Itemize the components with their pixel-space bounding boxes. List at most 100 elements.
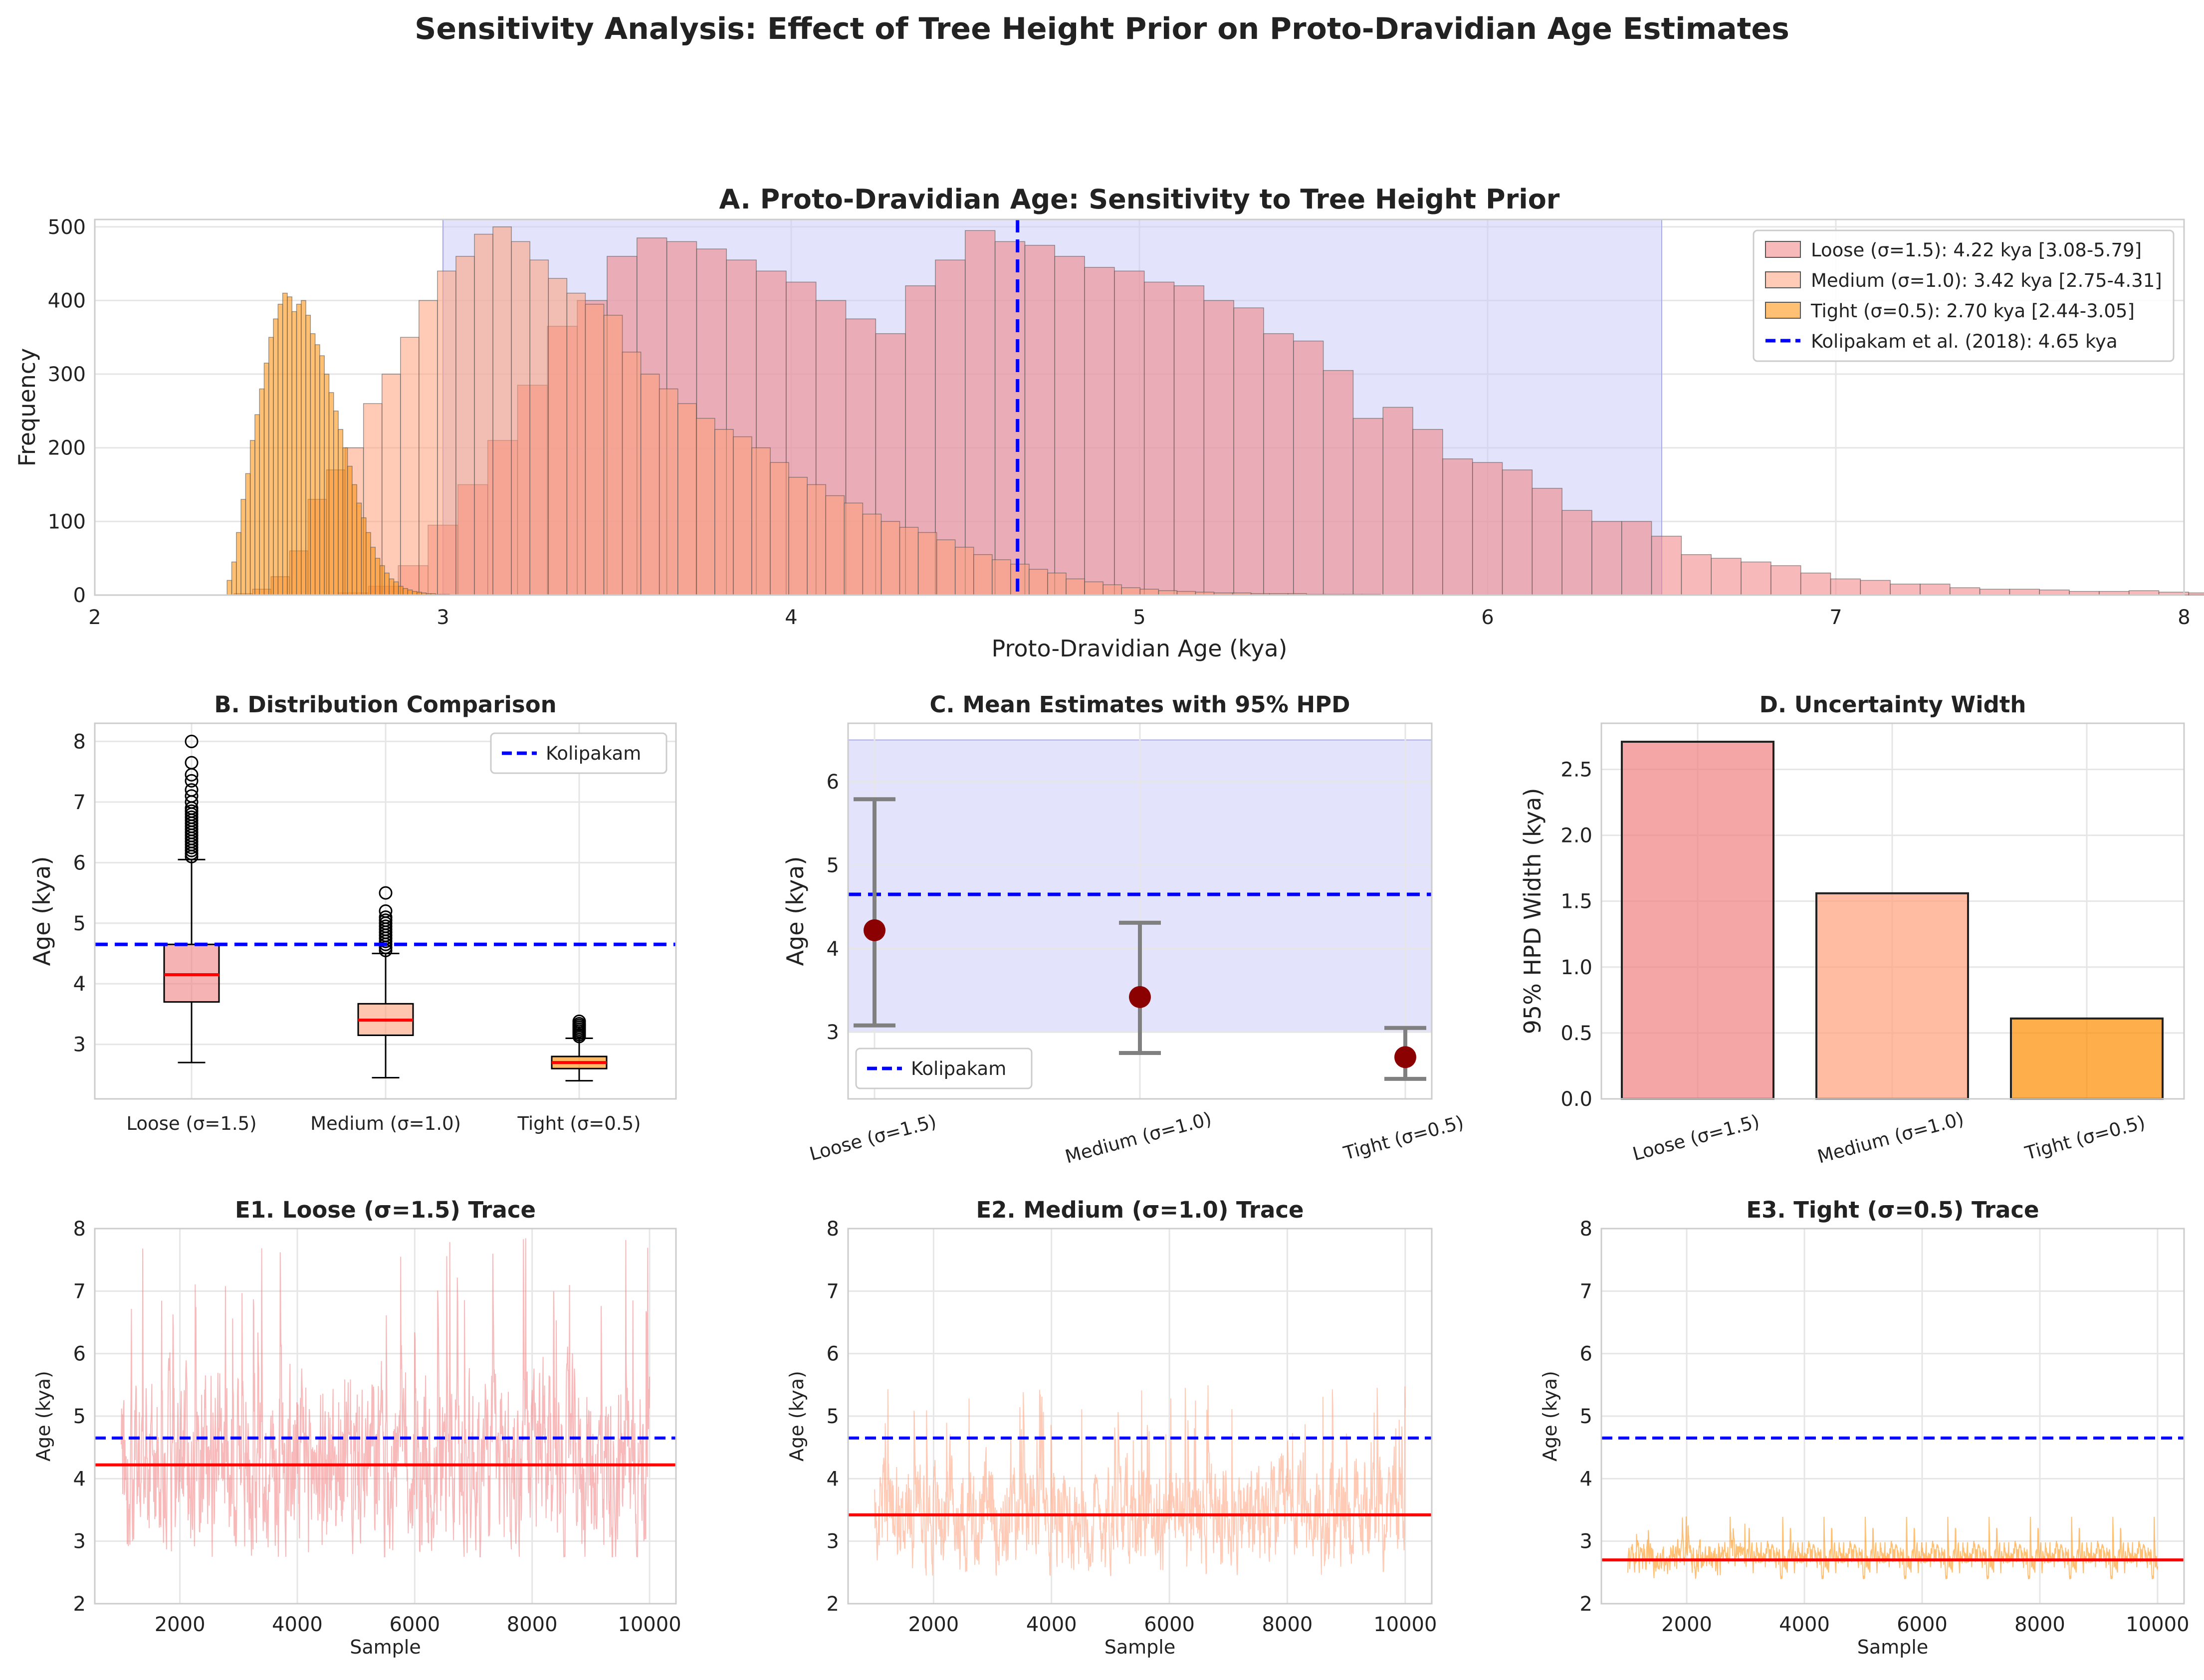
panel-e1: 2 3 4 5 6 7 8 2000 4000 6000 8000 10000 E1. Loose (σ… (32, 1197, 681, 1658)
d-xtick-label: Loose (σ=1.5) (1630, 1110, 1762, 1165)
a-hist-bar-2 (788, 477, 808, 596)
a-hist-bar-3 (273, 318, 279, 596)
e1-ytick-label: 2 (73, 1593, 86, 1616)
a-hist-bar-1 (1532, 488, 1562, 596)
a-hist-bar-2 (622, 352, 642, 596)
b-box-1 (163, 943, 220, 1003)
a-hist-bar-3 (356, 502, 362, 596)
a-hist-bar-3 (407, 589, 413, 596)
a-hist-bar-3 (310, 333, 316, 596)
panel-e3: 2 3 4 5 6 7 8 2000 4000 6000 8000 10000 E3. Tight (σ… (1539, 1197, 2190, 1658)
c-xtick-label: Medium (σ=1.0) (1063, 1108, 1214, 1168)
e3-ytick-label: 7 (1580, 1280, 1592, 1303)
a-xtick-label: 7 (1829, 606, 1842, 629)
a-xtick-label: 3 (437, 606, 449, 629)
d-ytick-label: 0.0 (1560, 1088, 1592, 1111)
a-hist-bar-1 (1651, 536, 1682, 596)
a-hist-bar-2 (917, 532, 937, 596)
c-ytick-label: 6 (827, 771, 839, 794)
e2-ytick-label: 6 (827, 1343, 839, 1366)
e2-frame (847, 1228, 1433, 1605)
e2-ylabel: Age (kya) (786, 1371, 808, 1462)
b-legend-label: Kolipakam (546, 743, 641, 764)
e3-xlabel: Sample (1857, 1636, 1928, 1658)
c-ylabel: Age (kya) (782, 856, 809, 966)
a-hist-bar-1 (1322, 370, 1354, 596)
a-hist-bar-2 (400, 337, 420, 596)
a-hist-bar-3 (379, 565, 385, 596)
a-hist-bar-3 (398, 586, 404, 596)
a-hist-bar-3 (403, 588, 409, 596)
a-hist-bar-2 (733, 436, 752, 596)
a-hist-bar-1 (1084, 267, 1115, 596)
a-hist-bar-2 (1084, 581, 1103, 596)
a-hist-bar-3 (254, 414, 260, 596)
e2-ytick-label: 5 (827, 1405, 839, 1428)
a-hist-bar-1 (1800, 572, 1831, 596)
e3-xtick-label: 10000 (2126, 1613, 2189, 1636)
a-hist-bar-1 (1920, 584, 1951, 596)
a-hist-bar-1 (1412, 429, 1443, 596)
a-legend-swatch-3 (1765, 302, 1801, 319)
a-hist-bar-1 (1382, 407, 1413, 596)
e3-ylabel: Age (kya) (1539, 1371, 1561, 1462)
e3-frame (1600, 1228, 2185, 1605)
a-xtick-label: 5 (1133, 606, 1145, 629)
e1-xtick-label: 4000 (272, 1613, 323, 1636)
d-ytick-label: 2.0 (1560, 825, 1592, 847)
a-hist-bar-1 (1203, 300, 1234, 596)
a-ytick-label: 100 (48, 510, 86, 533)
a-hist-bar-3 (236, 532, 241, 596)
e3-ytick-label: 8 (1580, 1218, 1592, 1241)
a-hist-bar-3 (328, 392, 334, 596)
a-hist-bar-1 (994, 241, 1026, 596)
b-outlier (185, 774, 199, 788)
e1-xtick-label: 6000 (389, 1613, 440, 1636)
b-xtick-label: Medium (σ=1.0) (310, 1113, 461, 1134)
a-hist-bar-2 (603, 315, 623, 596)
e1-ytick-label: 8 (73, 1218, 86, 1241)
a-hist-bar-1 (1263, 333, 1294, 596)
a-hist-bar-3 (296, 304, 302, 596)
a-hist-bar-2 (1010, 564, 1030, 596)
a-hist-bar-3 (342, 447, 348, 596)
d-ylabel: 95% HPD Width (kya) (1519, 788, 1546, 1035)
a-hist-bar-3 (231, 561, 237, 596)
a-hist-bar-3 (282, 292, 288, 596)
e3-title: E3. Tight (σ=0.5) Trace (1746, 1197, 2039, 1223)
a-hist-bar-3 (319, 355, 325, 596)
a-hist-bar-2 (770, 462, 789, 596)
e1-xtick-label: 2000 (155, 1613, 206, 1636)
b-ytick-label: 5 (73, 912, 86, 935)
a-hist-bar-2 (807, 484, 826, 596)
a-hist-bar-1 (2039, 589, 2070, 596)
a-xlabel: Proto-Dravidian Age (kya) (992, 635, 1288, 662)
e1-title: E1. Loose (σ=1.5) Trace (235, 1197, 536, 1223)
e1-ytick-label: 7 (73, 1280, 86, 1303)
a-legend-swatch-1 (1765, 241, 1801, 258)
a-hist-bar-2 (936, 539, 956, 596)
c-ytick-label: 5 (827, 854, 839, 877)
c-mean-marker (1394, 1046, 1416, 1068)
e3-ytick-label: 3 (1580, 1530, 1592, 1553)
b-title: B. Distribution Comparison (214, 691, 556, 718)
e1-trace-line (121, 1238, 650, 1557)
c-title: C. Mean Estimates with 95% HPD (930, 691, 1350, 718)
a-hist-bar-3 (314, 344, 320, 596)
a-hist-bar-3 (245, 473, 251, 596)
d-ytick-label: 0.5 (1560, 1022, 1592, 1045)
a-hist-bar-2 (659, 388, 678, 596)
c-mean-marker (1129, 986, 1151, 1008)
e3-xtick-label: 4000 (1779, 1613, 1830, 1636)
a-hist-bar-1 (1442, 458, 1473, 596)
e2-ytick-label: 8 (827, 1218, 839, 1241)
e1-xtick-label: 10000 (618, 1613, 681, 1636)
c-frame (847, 722, 1433, 1100)
e1-ytick-label: 4 (73, 1468, 86, 1490)
b-ytick-label: 6 (73, 851, 86, 874)
panel-d: 0.0 0.5 1.0 1.5 2.0 2.5 Loose (σ=1.5) Medium (σ… (1519, 691, 2185, 1168)
a-hist-bar-2 (1139, 589, 1159, 596)
d-ytick-label: 2.5 (1560, 758, 1592, 781)
a-ylabel: Frequency (13, 348, 40, 467)
e3-ytick-label: 6 (1580, 1343, 1592, 1366)
